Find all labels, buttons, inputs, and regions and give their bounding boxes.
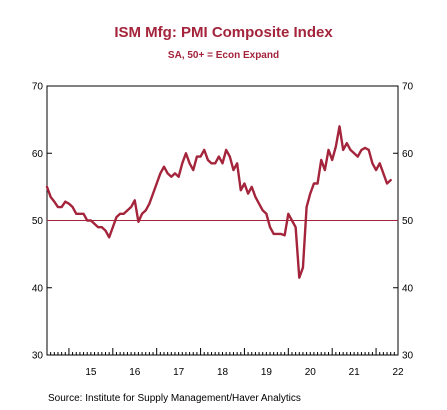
x-tick-label: 21 <box>349 367 361 378</box>
x-tick-label: 16 <box>129 367 141 378</box>
source-note: Source: Institute for Supply Management/… <box>48 393 301 404</box>
x-tick-label: 18 <box>217 367 229 378</box>
y-tick-label-left: 50 <box>32 216 44 227</box>
pmi-series-line <box>45 125 392 279</box>
y-tick-label-right: 60 <box>402 149 414 160</box>
chart-title: ISM Mfg: PMI Composite Index <box>114 24 333 41</box>
y-tick-label-right: 30 <box>402 351 414 362</box>
y-tick-label-left: 70 <box>32 82 44 93</box>
ticks-layer: 30 30 40 40 50 50 60 60 70 70 15 16 17 18 19 20 21 22 <box>32 82 414 379</box>
y-tick-label-left: 40 <box>32 283 44 294</box>
chart-subtitle: SA, 50+ = Econ Expand <box>167 50 280 61</box>
x-tick-label: 19 <box>261 367 273 378</box>
y-tick-label-right: 50 <box>402 216 414 227</box>
x-tick-label: 15 <box>85 367 97 378</box>
x-tick-label: 22 <box>392 367 404 378</box>
x-tick-label: 17 <box>173 367 185 378</box>
y-tick-label-right: 70 <box>402 82 414 93</box>
x-tick-label: 20 <box>305 367 317 378</box>
y-tick-label-left: 60 <box>32 149 44 160</box>
y-tick-label-right: 40 <box>402 283 414 294</box>
y-tick-label-left: 30 <box>32 351 44 362</box>
